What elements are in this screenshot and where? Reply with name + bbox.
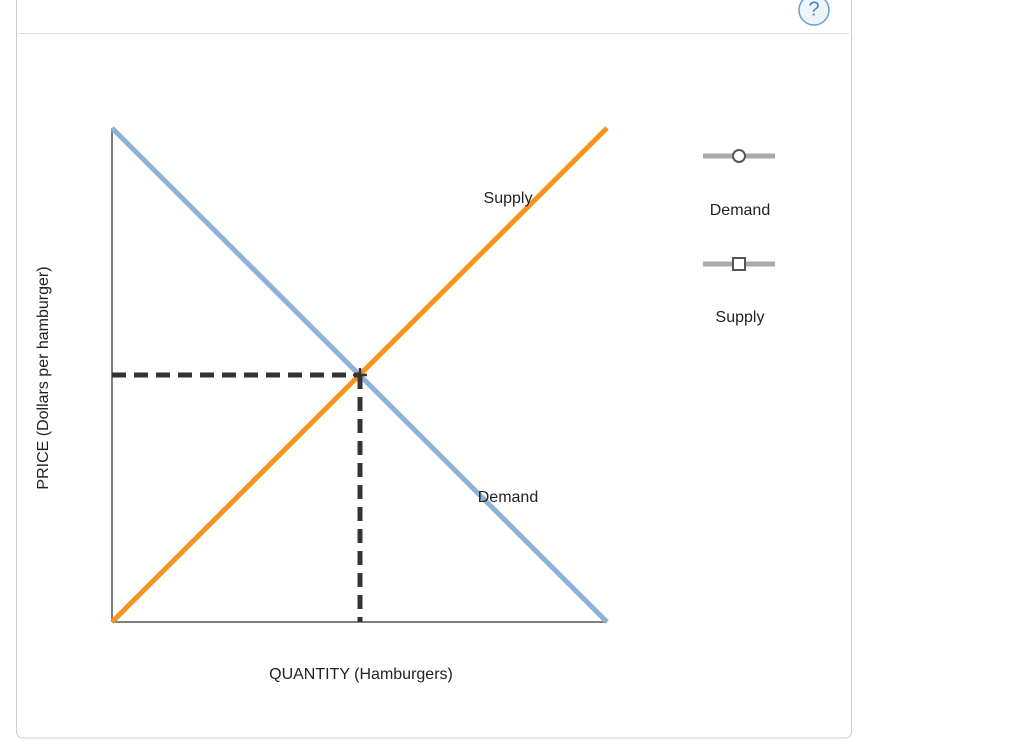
x-axis-label: QUANTITY (Hamburgers): [269, 666, 453, 683]
equilibrium-marker[interactable]: [353, 368, 367, 382]
help-circle[interactable]: [798, 0, 830, 26]
palette-circle[interactable]: [732, 149, 746, 163]
palette-demand[interactable]: Demand: [703, 149, 775, 219]
palette-square[interactable]: [732, 257, 746, 271]
panel: [16, 0, 852, 739]
help-icon[interactable]: ?: [808, 0, 819, 20]
palette-label[interactable]: Demand: [710, 202, 770, 219]
y-axis-label: PRICE (Dollars per hamburger): [35, 266, 52, 489]
help-button[interactable]: ?: [798, 0, 830, 26]
supply-label: Supply: [484, 190, 533, 207]
palette-label[interactable]: Supply: [716, 309, 765, 326]
palette-supply[interactable]: Supply: [703, 257, 775, 326]
demand-label: Demand: [478, 489, 538, 506]
